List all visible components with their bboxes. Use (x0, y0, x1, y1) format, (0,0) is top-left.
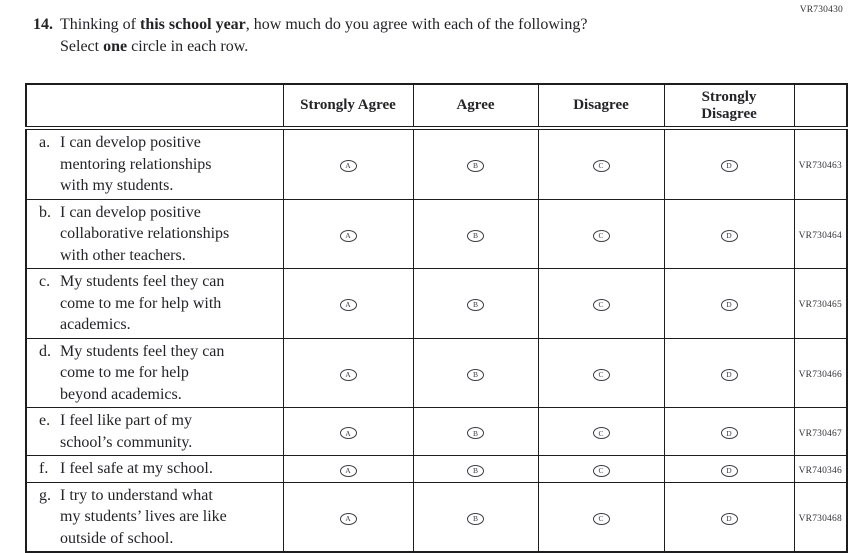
answer-bubble-agree[interactable]: B (467, 299, 484, 311)
question-number: 14. (33, 16, 53, 33)
answer-bubble-strongly-disagree[interactable]: D (720, 160, 738, 172)
row-code: VR730465 (798, 300, 842, 311)
answer-bubble-agree[interactable]: B (467, 464, 484, 477)
row-letter: c. (39, 273, 51, 290)
row-code: VR730464 (798, 230, 842, 241)
row-letter: b. (39, 203, 51, 221)
answer-bubble-strongly-agree[interactable]: A (339, 427, 357, 440)
column-header-strongly-disagree: Strongly Disagree (663, 83, 795, 130)
row-statement: My students feel they can come to me for… (60, 273, 225, 333)
row-statement: I feel like part of my school’s communit… (60, 412, 193, 451)
answer-bubble-disagree[interactable]: C (592, 427, 610, 440)
column-header-disagree: Disagree (537, 83, 665, 130)
row-code: VR730467 (798, 428, 842, 439)
row-statement: I can develop positive collaborative rel… (60, 203, 230, 264)
answer-bubble-agree[interactable]: B (467, 229, 484, 242)
row-statement: I feel safe at my school. (60, 460, 213, 477)
header-row: Strongly Agree Agree Disagree Strongly D… (25, 83, 848, 130)
question-block: 14. Thinking of this school year, how mu… (33, 14, 587, 58)
row-letter: d. (39, 342, 51, 360)
stem-column-header (25, 83, 284, 130)
answer-bubble-disagree[interactable]: C (592, 229, 610, 242)
answer-bubble-agree[interactable]: B (467, 368, 484, 381)
answer-bubble-agree[interactable]: B (467, 512, 484, 525)
answer-bubble-strongly-agree[interactable]: A (339, 464, 357, 477)
answer-bubble-strongly-disagree[interactable]: D (720, 464, 738, 477)
table-row-b: b. I can develop positive collaborative r… (25, 198, 848, 269)
answer-bubble-strongly-disagree[interactable]: D (720, 299, 738, 311)
answer-bubble-strongly-disagree[interactable]: D (720, 229, 738, 242)
row-letter: f. (39, 460, 49, 477)
answer-bubble-disagree[interactable]: C (592, 464, 610, 477)
question-instruction-bold: one (103, 38, 128, 55)
question-text-part: , how much do you agree with each of the… (245, 16, 588, 33)
answer-bubble-strongly-agree[interactable]: A (339, 368, 357, 381)
row-letter: a. (39, 134, 51, 151)
column-header-strongly-agree: Strongly Agree (282, 83, 414, 130)
answer-bubble-disagree[interactable]: C (592, 368, 610, 381)
row-statement: I try to understand what my students’ li… (60, 486, 227, 547)
table-row-c: c. My students feel they can come to me f… (25, 268, 848, 339)
table-row-f: f. I feel safe at my school. A B C D VR74… (25, 455, 848, 483)
table-row-a: a. I can develop positive mentoring relat… (25, 127, 848, 200)
row-letter: e. (39, 412, 51, 429)
answer-bubble-strongly-agree[interactable]: A (339, 299, 357, 311)
answer-bubble-agree[interactable]: B (467, 160, 484, 172)
table-row-e: e. I feel like part of my school’s commun… (25, 407, 848, 456)
question-text-bold: this school year (140, 16, 246, 33)
row-statement: My students feel they can come to me for… (60, 342, 225, 403)
table-row-g: g. I try to understand what my students’ … (25, 481, 848, 553)
question-instruction-part: Select (60, 38, 104, 55)
answer-bubble-strongly-disagree[interactable]: D (720, 427, 738, 440)
answer-bubble-strongly-disagree[interactable]: D (720, 368, 738, 381)
answer-bubble-strongly-agree[interactable]: A (339, 229, 357, 242)
row-letter: g. (39, 486, 51, 504)
question-instruction-part: circle in each row. (127, 38, 249, 55)
row-code: VR740346 (798, 465, 842, 476)
question-text: Thinking of this school year, how much d… (60, 14, 587, 58)
answer-bubble-disagree[interactable]: C (592, 512, 610, 525)
answer-bubble-disagree[interactable]: C (592, 160, 610, 172)
answer-bubble-strongly-agree[interactable]: A (339, 512, 357, 525)
row-code: VR730463 (798, 161, 842, 172)
column-header-agree: Agree (412, 83, 539, 130)
row-code: VR730468 (798, 513, 842, 524)
page-code: VR730430 (799, 5, 843, 15)
code-column-header (793, 83, 848, 130)
answer-bubble-disagree[interactable]: C (592, 299, 610, 311)
answer-bubble-strongly-disagree[interactable]: D (720, 512, 738, 525)
question-text-part: Thinking of (60, 16, 140, 33)
table-row-d: d. My students feel they can come to me f… (25, 337, 848, 408)
row-statement: I can develop positive mentoring relatio… (60, 134, 212, 194)
row-code: VR730466 (798, 369, 842, 380)
answer-bubble-agree[interactable]: B (467, 427, 484, 440)
agreement-matrix-table: Strongly Agree Agree Disagree Strongly D… (25, 83, 848, 553)
answer-bubble-strongly-agree[interactable]: A (339, 160, 357, 172)
